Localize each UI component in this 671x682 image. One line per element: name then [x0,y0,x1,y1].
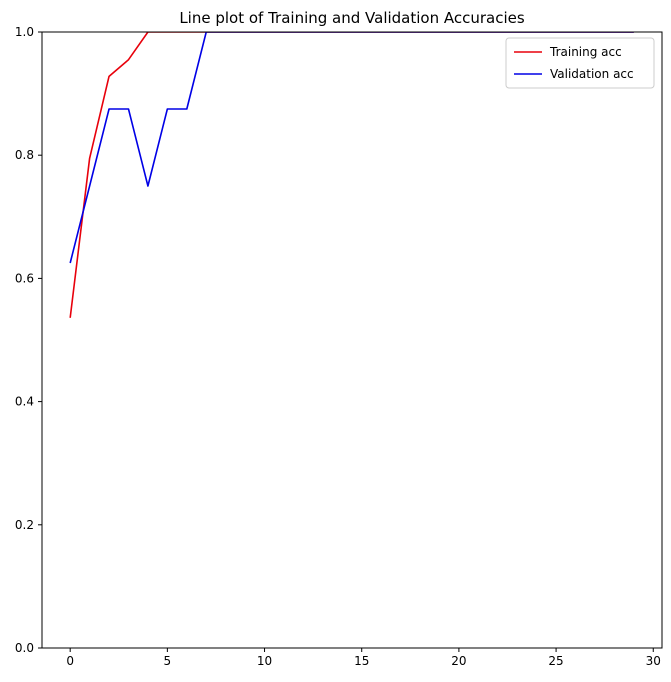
x-tick-label: 10 [257,654,272,668]
x-tick-label: 15 [354,654,369,668]
x-tick-label: 0 [66,654,74,668]
x-axis: 0 5 10 15 20 25 30 [66,648,661,668]
y-tick-label: 0.4 [15,395,34,409]
x-tick-label: 25 [548,654,563,668]
legend-box [505,37,655,89]
y-axis: 0.0 0.2 0.4 0.6 0.8 1.0 [15,25,42,655]
legend-label: Validation acc [550,67,634,81]
series-line-1 [69,32,634,264]
y-tick-label: 0.6 [15,271,34,285]
x-tick-label: 30 [646,654,661,668]
legend: Training acc Validation acc [505,37,655,89]
y-tick-label: 0.8 [15,148,34,162]
plot-frame [41,31,663,649]
x-tick-label: 5 [164,654,172,668]
x-tick-label: 20 [451,654,466,668]
y-tick-label: 0.2 [15,518,34,532]
chart-title: Line plot of Training and Validation Acc… [179,9,525,27]
series-lines [69,32,634,318]
legend-label: Training acc [549,45,622,59]
y-tick-label: 1.0 [15,25,34,39]
y-tick-label: 0.0 [15,641,34,655]
